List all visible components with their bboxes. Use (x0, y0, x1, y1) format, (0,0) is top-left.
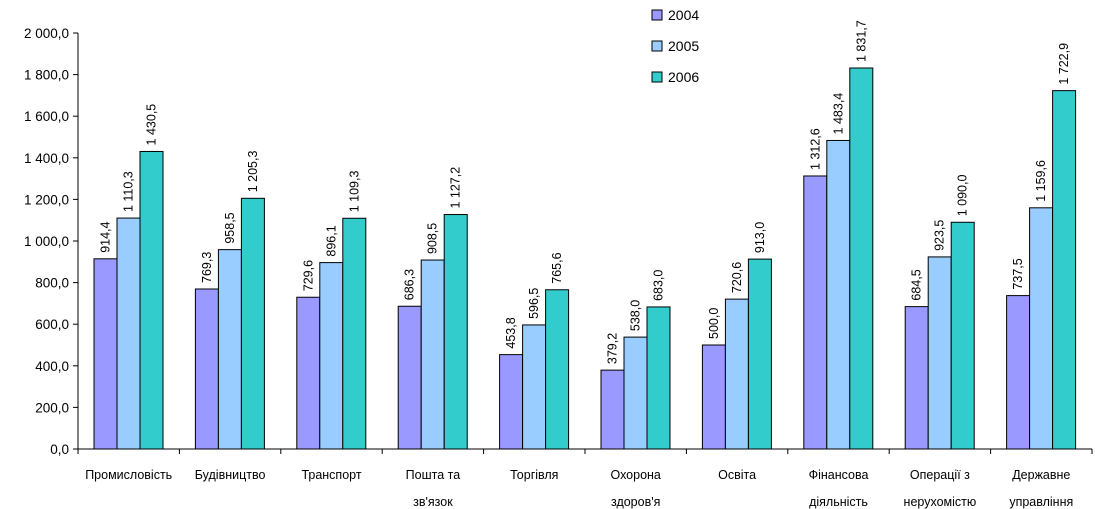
bar (93, 258, 118, 450)
bar (747, 258, 772, 450)
y-tick-label: 1 000,0 (24, 234, 69, 249)
bar (1006, 295, 1031, 450)
category-label: діяльність (809, 495, 868, 509)
data-label: 896,1 (324, 225, 338, 256)
bar (803, 175, 828, 450)
data-label: 914,4 (99, 221, 113, 252)
data-labels: 914,4 1 110,3 1 430,5 769,3 958,5 1 205,3 729,… (99, 20, 1072, 364)
data-label: 379,2 (606, 333, 620, 364)
bar (701, 344, 726, 450)
bar (600, 369, 625, 450)
bar (522, 324, 547, 450)
data-label: 1 127,2 (449, 167, 463, 209)
legend: 2004 2005 2006 (651, 7, 699, 85)
category-label: Охорона (610, 468, 660, 482)
bar (724, 298, 749, 450)
data-label: 908,5 (426, 223, 440, 254)
category-label: Операції з (910, 468, 970, 482)
bar (849, 67, 874, 450)
category-label: здоров'я (611, 495, 660, 509)
data-label: 1 159,6 (1034, 160, 1048, 202)
axes: 0,0 200,0 400,0 600,0 800,0 1 000,0 1 200,0 1 4… (24, 26, 1093, 457)
y-tick-label: 2 000,0 (24, 26, 69, 41)
bar (420, 259, 445, 450)
bar (342, 217, 367, 450)
bars (93, 67, 1077, 450)
y-tick-label: 1 800,0 (24, 68, 69, 83)
y-tick-label: 1 200,0 (24, 192, 69, 207)
data-label: 596,5 (527, 288, 541, 319)
y-tick-label: 600,0 (35, 317, 69, 332)
bar (240, 197, 265, 450)
data-label: 1 109,3 (347, 171, 361, 213)
category-labels: Промисловість Будівництво Транспорт Пошта т… (85, 468, 1073, 509)
data-label: 686,3 (403, 269, 417, 300)
category-label: Торгівля (510, 468, 558, 482)
category-label: Пошта та (406, 468, 461, 482)
bar (499, 354, 524, 450)
data-label: 720,6 (730, 262, 744, 293)
data-label: 1 722,9 (1057, 43, 1071, 85)
y-tick-label: 1 600,0 (24, 109, 69, 124)
legend-label: 2006 (668, 69, 699, 85)
y-tick-label: 0,0 (50, 442, 69, 457)
data-label: 500,0 (707, 308, 721, 339)
data-label: 453,8 (504, 317, 518, 348)
category-label: Будівництво (195, 468, 266, 482)
data-label: 958,5 (223, 212, 237, 243)
data-label: 913,0 (753, 222, 767, 253)
data-label: 684,5 (910, 269, 924, 300)
bar (397, 305, 422, 450)
bar (826, 139, 851, 450)
legend-label: 2004 (668, 7, 699, 23)
legend-swatch (651, 71, 663, 83)
bar (296, 296, 321, 450)
data-label: 1 831,7 (854, 20, 868, 62)
category-label: Промисловість (85, 468, 172, 482)
y-tick-label: 200,0 (35, 400, 69, 415)
data-label: 1 430,5 (145, 104, 159, 146)
data-label: 1 483,4 (831, 93, 845, 135)
bar (1029, 207, 1054, 450)
bar (646, 306, 671, 450)
bar (139, 150, 164, 450)
data-label: 1 090,0 (956, 175, 970, 217)
category-label: зв'язок (413, 495, 453, 509)
bar (116, 217, 141, 450)
category-label: Державне (1012, 468, 1070, 482)
y-tick-label: 1 400,0 (24, 151, 69, 166)
bar (217, 249, 242, 450)
legend-swatch (651, 9, 663, 21)
category-label: управління (1009, 495, 1073, 509)
data-label: 737,5 (1011, 258, 1025, 289)
bar (623, 336, 648, 450)
y-tick-label: 800,0 (35, 276, 69, 291)
category-label: Освіта (718, 468, 756, 482)
data-label: 923,5 (933, 220, 947, 251)
category-label: Фінансова (809, 468, 869, 482)
bar (1052, 90, 1077, 450)
bar (443, 214, 468, 450)
category-label: Транспорт (301, 468, 361, 482)
bar (194, 288, 219, 450)
data-label: 765,6 (550, 252, 564, 283)
bar (904, 306, 929, 450)
category-label: нерухомістю (904, 495, 977, 509)
bar (950, 221, 975, 450)
data-label: 538,0 (629, 300, 643, 331)
bar (927, 256, 952, 450)
data-label: 1 110,3 (122, 171, 136, 212)
data-label: 729,6 (301, 260, 315, 291)
bar (545, 289, 570, 450)
legend-swatch (651, 40, 663, 52)
data-label: 769,3 (200, 252, 214, 283)
y-tick-label: 400,0 (35, 359, 69, 374)
bar (319, 262, 344, 450)
data-label: 1 312,6 (808, 128, 822, 170)
data-label: 683,0 (652, 270, 666, 301)
legend-label: 2005 (668, 38, 699, 54)
data-label: 1 205,3 (246, 151, 260, 193)
